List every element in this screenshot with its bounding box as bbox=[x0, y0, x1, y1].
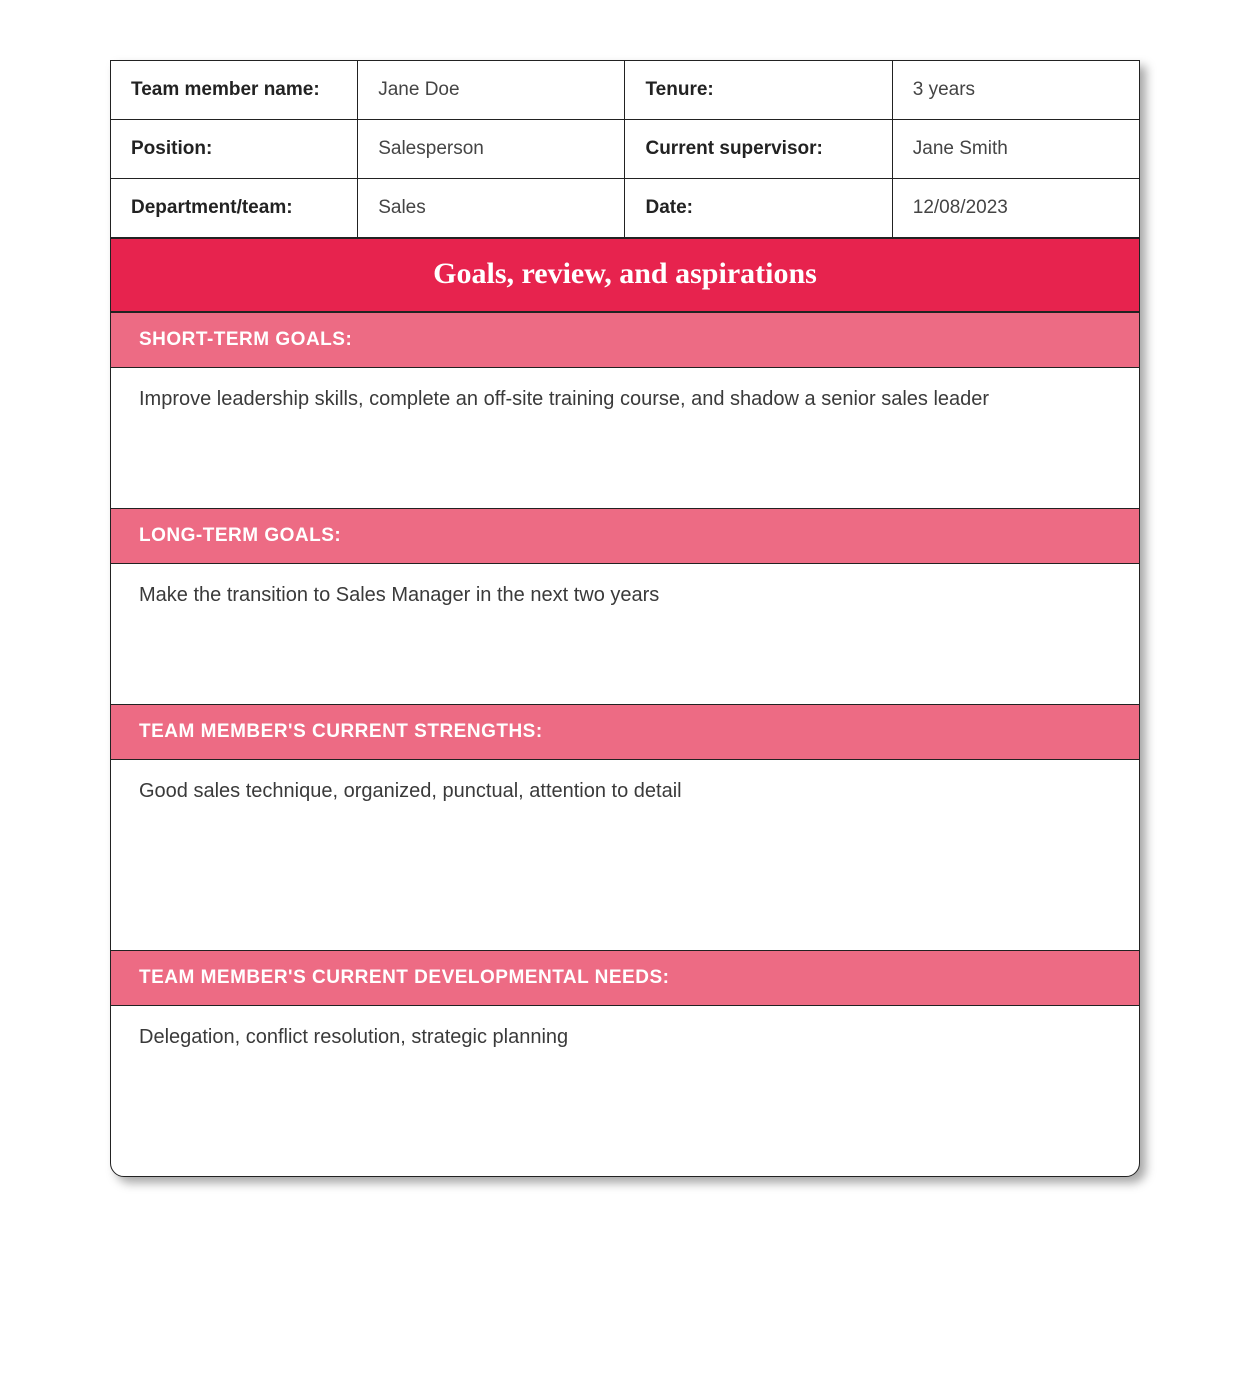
info-value: Jane Doe bbox=[358, 61, 625, 120]
page: Team member name: Jane Doe Tenure: 3 yea… bbox=[0, 0, 1251, 1257]
info-value: 3 years bbox=[892, 61, 1139, 120]
section-body: Good sales technique, organized, punctua… bbox=[111, 760, 1139, 950]
info-label: Team member name: bbox=[111, 61, 358, 120]
section-body: Improve leadership skills, complete an o… bbox=[111, 368, 1139, 508]
info-table: Team member name: Jane Doe Tenure: 3 yea… bbox=[111, 61, 1139, 238]
section-current-strengths: TEAM MEMBER'S CURRENT STRENGTHS: Good sa… bbox=[111, 704, 1139, 950]
info-value: 12/08/2023 bbox=[892, 179, 1139, 238]
info-row: Team member name: Jane Doe Tenure: 3 yea… bbox=[111, 61, 1139, 120]
section-header: LONG-TERM GOALS: bbox=[111, 508, 1139, 564]
section-short-term-goals: SHORT-TERM GOALS: Improve leadership ski… bbox=[111, 312, 1139, 508]
info-value: Sales bbox=[358, 179, 625, 238]
info-label: Department/team: bbox=[111, 179, 358, 238]
section-header: SHORT-TERM GOALS: bbox=[111, 312, 1139, 368]
info-value: Jane Smith bbox=[892, 120, 1139, 179]
section-header: TEAM MEMBER'S CURRENT DEVELOPMENTAL NEED… bbox=[111, 950, 1139, 1006]
section-body: Make the transition to Sales Manager in … bbox=[111, 564, 1139, 704]
info-label: Current supervisor: bbox=[625, 120, 892, 179]
info-row: Department/team: Sales Date: 12/08/2023 bbox=[111, 179, 1139, 238]
info-label: Position: bbox=[111, 120, 358, 179]
section-header: TEAM MEMBER'S CURRENT STRENGTHS: bbox=[111, 704, 1139, 760]
section-body: Delegation, conflict resolution, strateg… bbox=[111, 1006, 1139, 1176]
info-label: Tenure: bbox=[625, 61, 892, 120]
info-row: Position: Salesperson Current supervisor… bbox=[111, 120, 1139, 179]
info-label: Date: bbox=[625, 179, 892, 238]
form-card: Team member name: Jane Doe Tenure: 3 yea… bbox=[110, 60, 1140, 1177]
info-value: Salesperson bbox=[358, 120, 625, 179]
banner-title: Goals, review, and aspirations bbox=[111, 238, 1139, 312]
section-long-term-goals: LONG-TERM GOALS: Make the transition to … bbox=[111, 508, 1139, 704]
section-developmental-needs: TEAM MEMBER'S CURRENT DEVELOPMENTAL NEED… bbox=[111, 950, 1139, 1176]
